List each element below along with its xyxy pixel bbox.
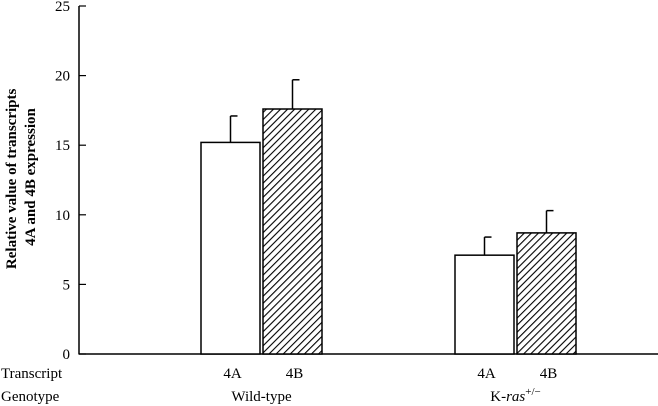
y-tick-label: 15 [55, 138, 70, 154]
bar-4A [200, 141, 261, 355]
y-tick-label: 5 [63, 277, 71, 293]
transcript-label: 4A [477, 366, 496, 382]
row-label-transcript: Transcript [1, 366, 63, 382]
y-axis-label: Relative value of transcripts 4A and 4B … [4, 85, 39, 269]
bar-4A [454, 254, 515, 355]
bars [200, 108, 577, 355]
row-label-genotype: Genotype [1, 389, 60, 405]
y-ticks: 0 5 10 15 20 25 [55, 0, 86, 363]
transcript-label: 4B [540, 366, 558, 382]
transcript-label: 4A [223, 366, 242, 382]
y-tick-label: 10 [55, 208, 70, 224]
transcript-label: 4B [286, 366, 304, 382]
error-bars [229, 79, 554, 256]
y-tick-label: 20 [55, 69, 70, 85]
bar-4B [516, 232, 577, 355]
bar-4B [262, 108, 323, 355]
y-tick-label: 25 [55, 0, 70, 15]
y-axis-label-line-1: Relative value of transcripts [4, 89, 20, 270]
genotype-label: K-ras+/− [490, 386, 540, 405]
genotype-label: Wild-type [231, 389, 292, 405]
y-axis-label-line-2: 4A and 4B expression [23, 108, 39, 246]
y-tick-label: 0 [63, 347, 71, 363]
